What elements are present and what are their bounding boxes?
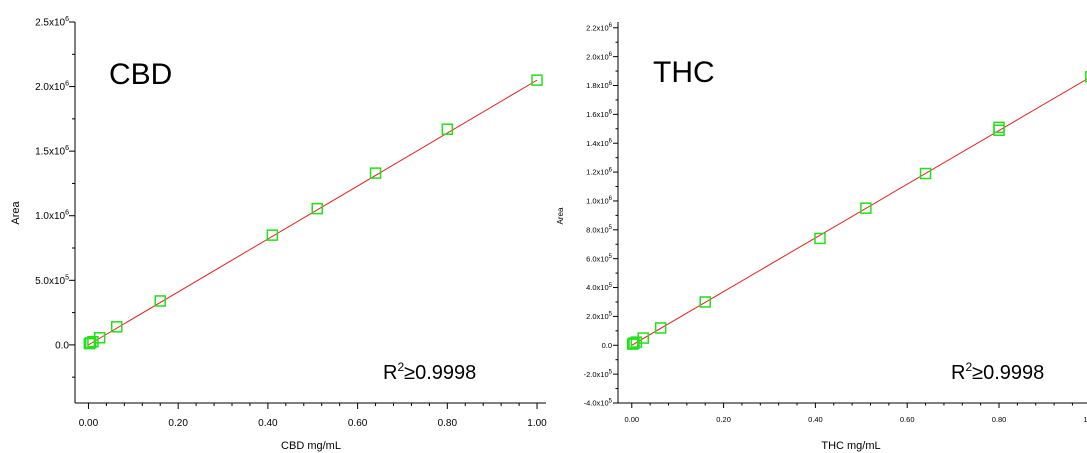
chart1-x-axis-title: CBD mg/mL bbox=[281, 440, 341, 452]
chart1-data-point bbox=[369, 167, 382, 179]
chart1-x-tick-label: 0.80 bbox=[438, 418, 458, 429]
chart1-data-point bbox=[266, 229, 279, 241]
chart2-data-point bbox=[919, 167, 932, 180]
chart2-data-point bbox=[814, 232, 826, 245]
chart2-y-tick-label: 4.0x105 bbox=[586, 283, 613, 292]
chart1-data-point bbox=[93, 332, 106, 344]
chart2-r2-annotation: R2≥0.9998 bbox=[951, 360, 1044, 384]
chart1-data-point bbox=[154, 295, 166, 307]
chart2-y-tick-label: 8.0x105 bbox=[586, 225, 613, 234]
chart1-y-tick-label: 2.5x106 bbox=[35, 16, 69, 29]
chart1-y-tick-label: 1.0x106 bbox=[35, 210, 69, 223]
chart2-y-tick-label: 6.0x105 bbox=[586, 254, 613, 263]
chart2-x-axis-title: THC mg/mL bbox=[821, 440, 880, 452]
chart1-x-tick-label: 0.40 bbox=[258, 418, 278, 429]
chart1-data-point bbox=[531, 74, 543, 86]
chart2-x-tick-label: 0.40 bbox=[808, 415, 823, 424]
chart2-y-tick-label: -4.0x105 bbox=[584, 398, 613, 407]
chart1-data-point bbox=[87, 335, 99, 348]
chart2-y-tick-label: 1.6x106 bbox=[586, 110, 613, 119]
chart2-y-tick-label: -2.0x105 bbox=[584, 369, 613, 378]
chart2-y-tick-label: 2.2x106 bbox=[586, 23, 613, 32]
chart1-data-point bbox=[110, 321, 123, 333]
chart2-x-tick-label: 0.00 bbox=[624, 415, 639, 424]
chart2-y-tick-label: 1.8x106 bbox=[586, 81, 613, 90]
chart2-data-point bbox=[699, 296, 711, 308]
chart1-title: CBD bbox=[109, 58, 172, 91]
chart2-data-point bbox=[630, 336, 643, 348]
chart2-data-point bbox=[654, 322, 667, 334]
chart1-x-tick-label: 0.60 bbox=[348, 418, 368, 429]
chart1-x-tick-label: 0.20 bbox=[168, 418, 188, 429]
chart2-y-tick-label: 2.0x105 bbox=[586, 312, 613, 321]
chart2-data-point bbox=[637, 332, 649, 344]
chart2-y-tick-label: 1.2x106 bbox=[586, 167, 613, 176]
chart1-y-tick-label: 0.0 bbox=[55, 340, 69, 351]
chart2-data-point bbox=[860, 202, 872, 214]
chart2-y-tick-label: 0.0 bbox=[602, 341, 612, 350]
chart1-r2-annotation: R2≥0.9998 bbox=[383, 360, 476, 384]
chart2-x-tick-label: 0.20 bbox=[716, 415, 731, 424]
chart2-x-tick-label: 0.60 bbox=[900, 415, 915, 424]
chart2-y-tick-label: 1.0x106 bbox=[586, 196, 613, 205]
chart2-data-point bbox=[993, 121, 1005, 134]
chart1-y-tick-label: 5.0x105 bbox=[35, 274, 69, 287]
chart2-x-tick-label: 0.80 bbox=[992, 415, 1007, 424]
chart2-y-axis-title: Area bbox=[556, 207, 565, 224]
chart1-y-tick-label: 1.5x106 bbox=[35, 145, 69, 158]
chart1-data-point bbox=[441, 123, 454, 135]
chart1-data-point bbox=[311, 202, 323, 215]
chart1-y-axis-title: Area bbox=[10, 201, 22, 225]
chart1-x-tick-label: 1.00 bbox=[527, 418, 547, 429]
chart1-y-tick-label: 2.0x106 bbox=[35, 81, 69, 94]
chart2-data-point bbox=[626, 338, 639, 350]
chart1-x-tick-label: 0.00 bbox=[79, 418, 99, 429]
chart2-data-point bbox=[1085, 71, 1087, 83]
chart2-title: THC bbox=[653, 56, 715, 89]
chart2-y-tick-label: 2.0x106 bbox=[586, 52, 613, 61]
chart2-x-tick-label: 1.00 bbox=[1084, 415, 1087, 424]
chart2-y-tick-label: 1.4x106 bbox=[586, 138, 613, 147]
